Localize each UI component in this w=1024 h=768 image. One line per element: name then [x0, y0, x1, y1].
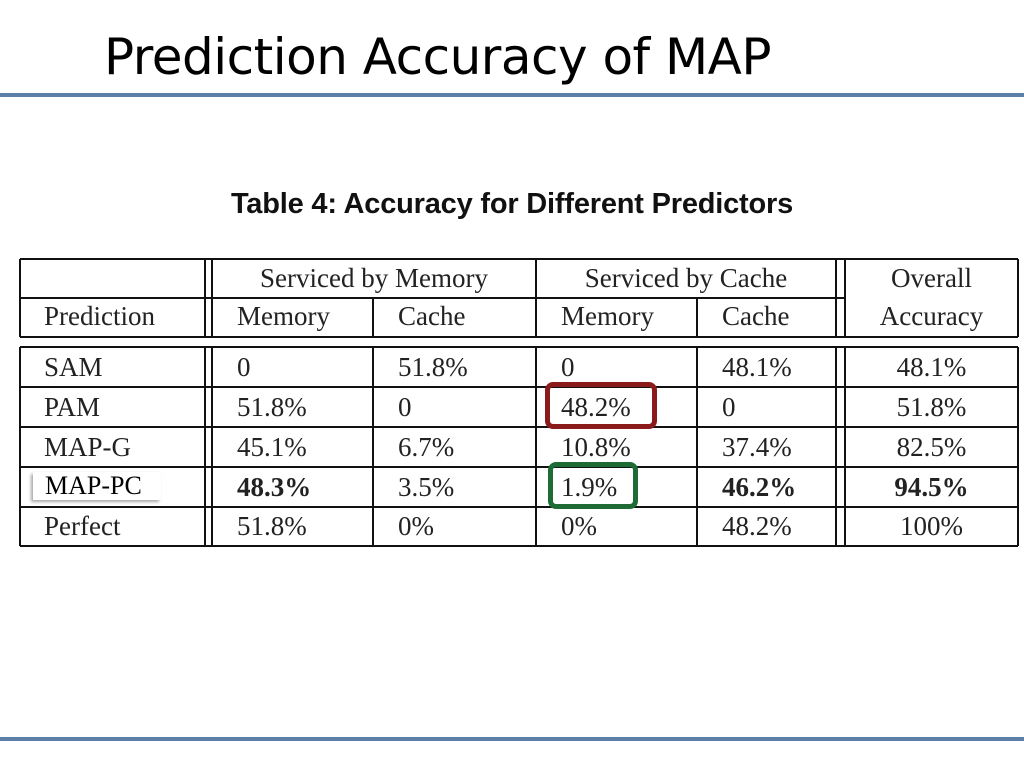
- table-cell: 48.2%: [561, 392, 631, 422]
- table-cell: 100%: [900, 511, 963, 541]
- table-cell: 48.2%: [722, 511, 792, 541]
- row-label: SAM: [44, 352, 103, 382]
- table-cell: 51.8%: [896, 392, 967, 422]
- table-cell: 3.5%: [398, 472, 455, 502]
- table-cell: 0: [722, 392, 736, 422]
- table-cell: 48.3%: [237, 472, 312, 502]
- table-cell: 10.8%: [561, 432, 631, 462]
- table-cell: 6.7%: [398, 432, 455, 462]
- table-cell: 0: [398, 392, 412, 422]
- header-serviced-by-cache: Serviced by Cache: [584, 263, 788, 293]
- table-cell: 51.8%: [237, 511, 307, 541]
- table-cell: 82.5%: [896, 432, 967, 462]
- table-cell: 51.8%: [398, 352, 468, 382]
- map-pc-overlay-label: MAP-PC: [33, 472, 161, 500]
- table-caption: Table 4: Accuracy for Different Predicto…: [230, 188, 794, 220]
- header-overall-line1: Overall: [891, 263, 972, 293]
- table-cell: 0%: [561, 511, 597, 541]
- table-cell: 0%: [398, 511, 434, 541]
- header-cache-cache: Cache: [722, 301, 790, 331]
- table-cell: 37.4%: [722, 432, 792, 462]
- header-mem-cache: Cache: [398, 301, 466, 331]
- header-cache-memory: Memory: [561, 301, 654, 331]
- row-label: PAM: [44, 392, 101, 422]
- table-cell: 94.5%: [894, 472, 969, 502]
- table-cell: 51.8%: [237, 392, 307, 422]
- title-divider: [0, 93, 1024, 97]
- table-cell: 0: [561, 352, 575, 382]
- table-cell: 45.1%: [237, 432, 307, 462]
- row-label: Perfect: [44, 511, 121, 541]
- header-prediction: Prediction: [44, 301, 155, 331]
- slide-title: Prediction Accuracy of MAP: [104, 28, 772, 86]
- header-overall-line2: Accuracy: [879, 301, 984, 331]
- table-cell: 0: [237, 352, 251, 382]
- header-mem-memory: Memory: [237, 301, 330, 331]
- header-serviced-by-memory: Serviced by Memory: [260, 263, 488, 293]
- table-cell: 48.1%: [722, 352, 792, 382]
- green-highlight-box: [548, 462, 638, 509]
- table-cell: 46.2%: [722, 472, 797, 502]
- footer-divider: [0, 737, 1024, 741]
- red-highlight-box: [545, 382, 657, 429]
- table-cell: 48.1%: [896, 352, 967, 382]
- table-cell: 1.9%: [561, 472, 618, 502]
- row-label: MAP-G: [44, 432, 132, 462]
